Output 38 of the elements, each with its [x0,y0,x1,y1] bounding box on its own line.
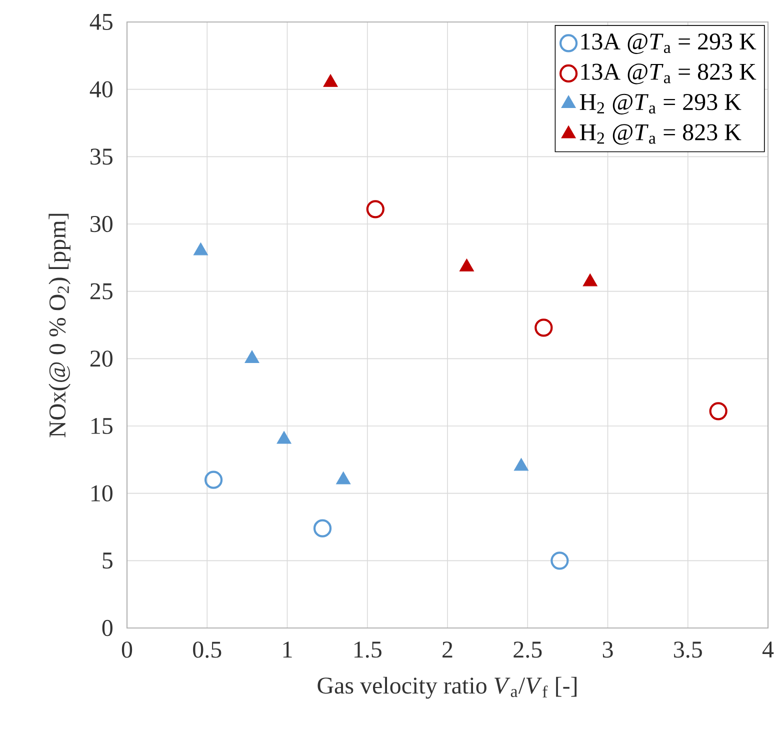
y-tick-label: 15 [92,418,112,434]
point [336,472,351,484]
point [534,318,553,337]
x-tick-label: 2.5 [514,642,542,658]
y-tick-label: 20 [90,350,112,367]
x-tick-label: 1 [283,642,292,658]
y-tick-label: 45 [90,14,112,30]
point [204,470,223,489]
point [514,458,528,471]
y-tick-label: 10 [92,485,112,502]
y-tick-label: 0 [102,620,112,636]
x-tick-label: 0 [122,642,132,658]
x-tick-label: 1.5 [354,642,382,658]
point [709,402,728,420]
y-tick-label: 30 [90,216,112,232]
y-tick-label: 5 [102,552,112,569]
y-tick-label: 40 [90,81,112,98]
point [323,74,338,87]
y-tick-label: 25 [90,283,112,300]
point [582,274,598,286]
point [459,258,474,272]
y-axis-title: NOx(@ 0 % O$_{2}$) [ppm] [48,214,70,438]
point [244,350,260,363]
x-tick-label: 2 [442,642,452,658]
x-axis-title: Gas velocity ratio V$_{a}$/V$_{f}$ [-] [318,676,577,699]
x-tick-label: 3 [602,642,613,658]
legend-label: 13A @T$_{a}$ = 823 K [581,64,756,84]
x-tick-label: 3.5 [674,642,702,658]
point [550,552,569,570]
legend-label: H$_{2}$ @T$_{a}$ = 293 K [580,94,742,114]
point [313,519,332,538]
y-tick-label: 35 [90,148,112,165]
legend-label: H$_{2}$ @T$_{a}$ = 823 K [580,124,742,145]
x-tick-label: 4 [762,642,774,658]
legend-label: 13A @T$_{a}$ = 293 K [581,33,756,54]
point [276,431,292,444]
x-tick-label: 0.5 [193,642,222,658]
point [193,242,208,256]
